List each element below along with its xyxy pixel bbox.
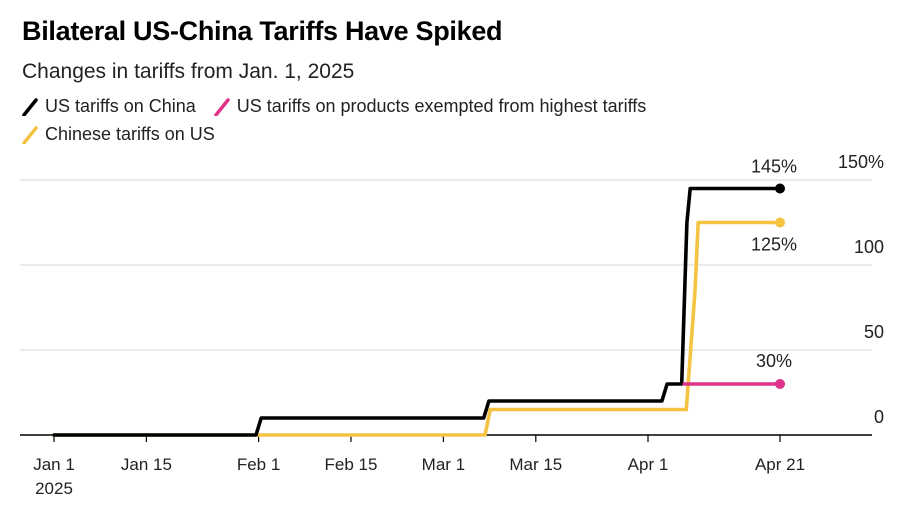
legend-swatch-black — [22, 97, 38, 116]
series-end-label-0: 145% — [751, 157, 797, 177]
y-tick-label-0: 0 — [874, 407, 884, 427]
legend-item-chinese-tariffs: Chinese tariffs on US — [22, 124, 215, 145]
y-tick-label-50: 50 — [864, 322, 884, 342]
legend-label-us-tariffs: US tariffs on China — [45, 96, 196, 116]
x-tick-sublabel-0: 2025 — [35, 479, 73, 498]
legend-swatch-pink — [214, 97, 230, 116]
x-tick-label-7: Apr 21 — [755, 455, 805, 474]
x-tick-label-4: Mar 1 — [422, 455, 465, 474]
series-line-2 — [52, 220, 782, 437]
legend-swatch-yellow — [22, 125, 38, 144]
series-end-marker-2 — [775, 217, 785, 228]
legend-label-chinese-tariffs: Chinese tariffs on US — [45, 124, 215, 144]
legend-item-exempted: US tariffs on products exempted from hig… — [214, 96, 647, 117]
x-tick-label-1: Jan 15 — [121, 455, 172, 474]
chart-title: Bilateral US-China Tariffs Have Spiked — [22, 16, 503, 46]
chart-subtitle: Changes in tariffs from Jan. 1, 2025 — [22, 60, 355, 83]
series-end-marker-1 — [775, 379, 785, 389]
y-tick-label-150: 150% — [838, 152, 884, 172]
x-tick-label-5: Mar 15 — [509, 455, 562, 474]
legend-row-2: Chinese tariffs on US — [22, 124, 233, 145]
series-end-label-1: 30% — [756, 351, 792, 371]
x-tick-label-3: Feb 15 — [325, 455, 378, 474]
series-end-label-2: 125% — [751, 235, 797, 255]
legend-item-us-tariffs: US tariffs on China — [22, 96, 196, 117]
legend-row-1: US tariffs on China US tariffs on produc… — [22, 96, 664, 117]
y-tick-label-100: 100 — [854, 237, 884, 257]
x-tick-label-2: Feb 1 — [237, 455, 280, 474]
series-end-marker-0 — [775, 183, 785, 194]
x-tick-label-6: Apr 1 — [628, 455, 669, 474]
legend-label-exempted: US tariffs on products exempted from hig… — [236, 96, 647, 116]
series-line-0 — [52, 186, 782, 437]
x-tick-label-0: Jan 1 — [33, 455, 75, 474]
